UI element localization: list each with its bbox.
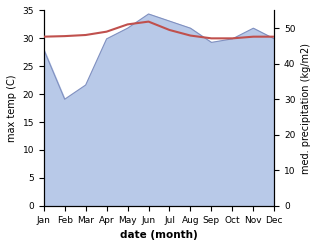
Y-axis label: max temp (C): max temp (C) [7,74,17,142]
Y-axis label: med. precipitation (kg/m2): med. precipitation (kg/m2) [301,43,311,174]
X-axis label: date (month): date (month) [120,230,198,240]
